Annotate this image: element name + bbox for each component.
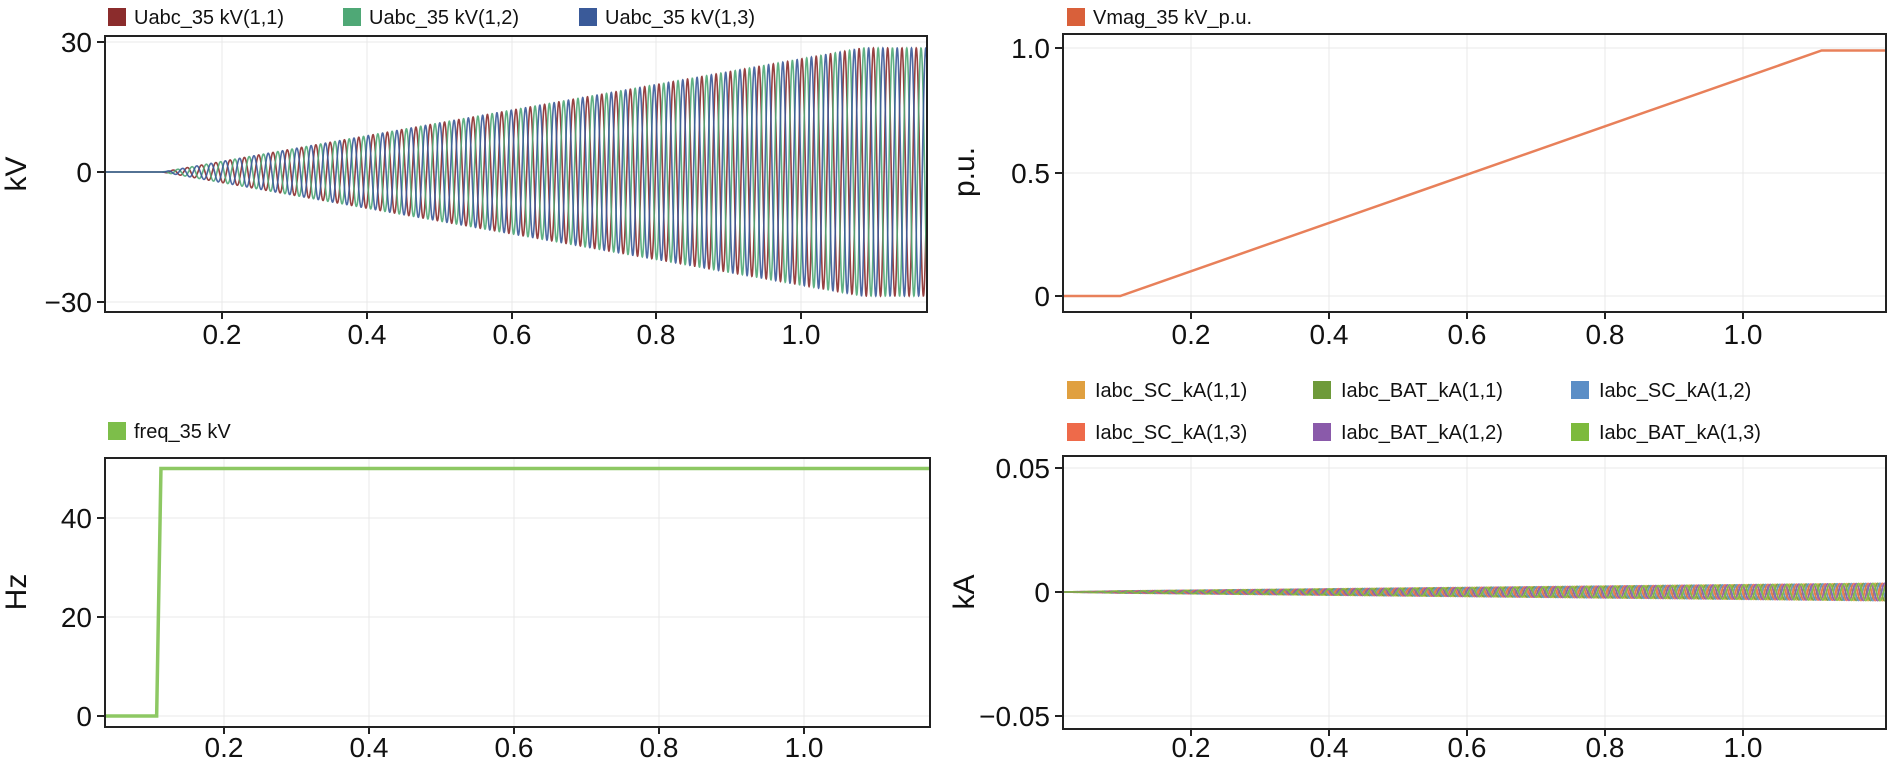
voltage-xtick-4: 0.8 [637, 319, 676, 350]
current-legend-swatch-1 [1067, 381, 1085, 399]
voltage-x-ticks [221, 312, 802, 319]
current-legend-label-3: Iabc_SC_kA(1,2) [1599, 380, 1751, 402]
current-ytick-1: 0.05 [996, 453, 1051, 484]
voltage-ytick-1: 30 [61, 27, 92, 58]
current-y-ticks [1055, 467, 1063, 717]
freq-xtick-1: 0.2 [205, 732, 244, 762]
current-legend-label-6: Iabc_BAT_kA(1,3) [1599, 422, 1761, 444]
freq-plot-frame [104, 457, 931, 728]
vmag-xtick-5: 1.0 [1724, 319, 1763, 350]
freq-xtick-3: 0.6 [495, 732, 534, 762]
voltage-y-axis-label: kV [0, 156, 33, 191]
current-legend: Iabc_SC_kA(1,1) Iabc_BAT_kA(1,1) Iabc_SC… [1067, 380, 1761, 444]
voltage-legend-swatch-1 [108, 8, 126, 26]
vmag-y-axis-label: p.u. [948, 147, 981, 197]
vmag-y-ticks [1055, 47, 1063, 297]
current-xtick-4: 0.8 [1586, 732, 1625, 762]
voltage-series-3-line [105, 46, 928, 298]
vmag-xtick-4: 0.8 [1586, 319, 1625, 350]
vmag-line [1063, 49, 1886, 298]
current-legend-swatch-5 [1313, 423, 1331, 441]
current-legend-label-1: Iabc_SC_kA(1,1) [1095, 380, 1247, 402]
vmag-legend: Vmag_35 kV_p.u. [1067, 7, 1252, 29]
voltage-legend-label-2: Uabc_35 kV(1,2) [369, 7, 519, 29]
voltage-y-ticks [97, 41, 105, 303]
voltage-panel: Uabc_35 kV(1,1) Uabc_35 kV(1,2) Uabc_35 … [0, 7, 928, 350]
current-xtick-3: 0.6 [1448, 732, 1487, 762]
freq-x-ticks [223, 727, 805, 734]
voltage-plot-frame [104, 35, 928, 313]
voltage-xtick-1: 0.2 [203, 319, 242, 350]
voltage-legend-swatch-3 [579, 8, 597, 26]
freq-y-axis-label: Hz [0, 574, 33, 611]
current-ytick-3: −0.05 [979, 701, 1050, 732]
voltage-legend-label-3: Uabc_35 kV(1,3) [605, 7, 755, 29]
freq-xtick-2: 0.4 [350, 732, 389, 762]
vmag-xtick-1: 0.2 [1172, 319, 1211, 350]
voltage-legend: Uabc_35 kV(1,1) Uabc_35 kV(1,2) Uabc_35 … [108, 7, 755, 29]
freq-xtick-5: 1.0 [785, 732, 824, 762]
freq-y-ticks [97, 517, 105, 717]
freq-legend: freq_35 kV [108, 421, 231, 443]
vmag-ytick-3: 0 [1034, 281, 1050, 312]
vmag-xtick-3: 0.6 [1448, 319, 1487, 350]
voltage-legend-label-1: Uabc_35 kV(1,1) [134, 7, 284, 29]
voltage-ytick-2: 0 [76, 157, 92, 188]
vmag-ytick-1: 1.0 [1011, 33, 1050, 64]
voltage-legend-swatch-2 [343, 8, 361, 26]
freq-grid [105, 458, 930, 727]
voltage-ytick-3: −30 [45, 287, 93, 318]
voltage-xtick-2: 0.4 [348, 319, 387, 350]
current-legend-label-4: Iabc_SC_kA(1,3) [1095, 422, 1247, 444]
current-xtick-2: 0.4 [1310, 732, 1349, 762]
vmag-ytick-2: 0.5 [1011, 158, 1050, 189]
current-traces [1063, 582, 1887, 602]
current-legend-swatch-4 [1067, 423, 1085, 441]
freq-ytick-3: 0 [76, 701, 92, 732]
current-panel: Iabc_SC_kA(1,1) Iabc_BAT_kA(1,1) Iabc_SC… [948, 380, 1887, 763]
voltage-xtick-5: 1.0 [782, 319, 821, 350]
current-x-ticks [1190, 729, 1744, 736]
freq-xtick-4: 0.8 [640, 732, 679, 762]
vmag-x-ticks [1190, 312, 1744, 319]
voltage-xtick-3: 0.6 [493, 319, 532, 350]
current-xtick-1: 0.2 [1172, 732, 1211, 762]
freq-line [105, 466, 930, 718]
freq-legend-swatch [108, 422, 126, 440]
freq-ytick-1: 40 [61, 503, 92, 534]
current-legend-label-2: Iabc_BAT_kA(1,1) [1341, 380, 1503, 402]
current-ytick-2: 0 [1034, 577, 1050, 608]
vmag-legend-swatch [1067, 8, 1085, 26]
current-legend-swatch-3 [1571, 381, 1589, 399]
vmag-legend-label: Vmag_35 kV_p.u. [1093, 7, 1252, 29]
current-legend-swatch-2 [1313, 381, 1331, 399]
voltage-traces [105, 46, 928, 298]
vmag-xtick-2: 0.4 [1310, 319, 1349, 350]
freq-panel: freq_35 kV 40 20 0 0.2 [0, 421, 931, 763]
freq-ytick-2: 20 [61, 602, 92, 633]
freq-legend-label: freq_35 kV [134, 421, 231, 443]
current-legend-label-5: Iabc_BAT_kA(1,2) [1341, 422, 1503, 444]
current-legend-swatch-6 [1571, 423, 1589, 441]
vmag-panel: Vmag_35 kV_p.u. 1.0 0.5 0 0 [948, 7, 1887, 350]
current-y-axis-label: kA [948, 574, 981, 609]
current-series-6-line [1063, 582, 1887, 602]
current-xtick-5: 1.0 [1724, 732, 1763, 762]
